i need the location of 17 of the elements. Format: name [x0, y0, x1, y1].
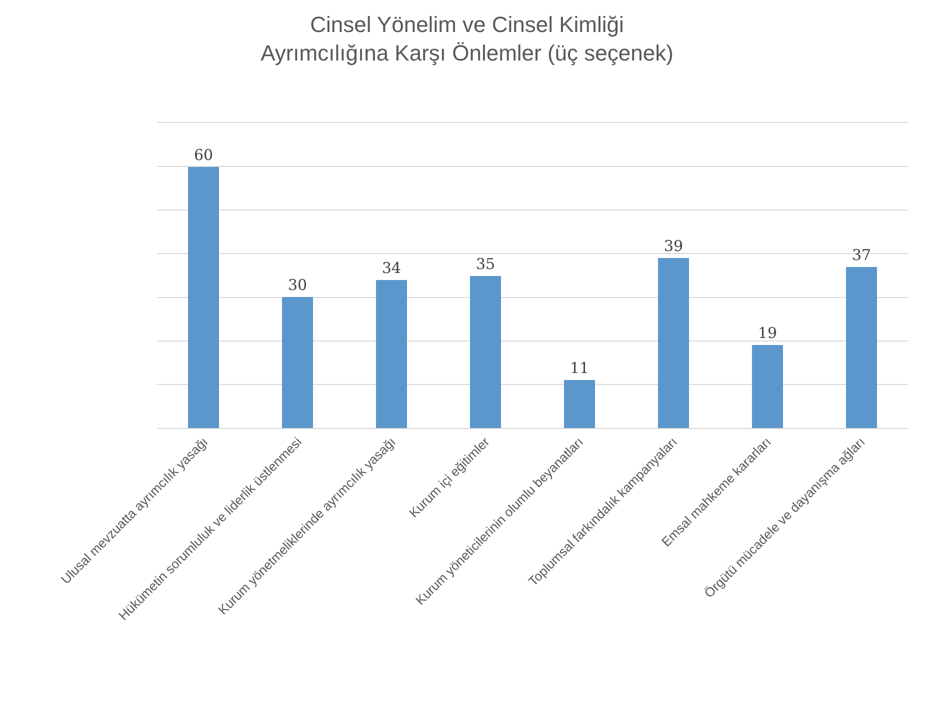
- bar: [188, 167, 219, 428]
- data-label: 34: [382, 259, 402, 277]
- chart-title: Cinsel Yönelim ve Cinsel Kimliği Ayrımcılığına Karşı Önlemler (üç seçenek): [260, 12, 674, 66]
- bar: [470, 276, 501, 428]
- data-label: 11: [570, 359, 590, 377]
- bar: [282, 297, 313, 428]
- data-label: 60: [194, 146, 214, 164]
- bar: [846, 267, 877, 428]
- bar: [564, 380, 595, 428]
- bar: [376, 280, 407, 428]
- data-label: 35: [476, 255, 496, 273]
- data-label: 30: [288, 276, 308, 294]
- data-label: 19: [758, 324, 778, 342]
- data-label: 39: [664, 237, 684, 255]
- bar: [658, 258, 689, 428]
- bar: [752, 345, 783, 428]
- data-label: 37: [852, 246, 872, 264]
